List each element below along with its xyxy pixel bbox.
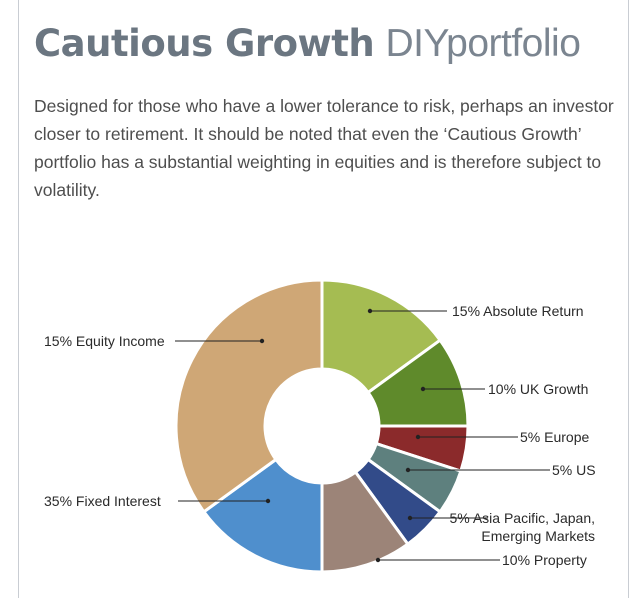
- category-label: US: [576, 462, 596, 478]
- description: Designed for those who have a lower tole…: [34, 96, 614, 200]
- data-label: 5% Europe: [520, 428, 589, 446]
- title-main: Cautious Growth: [34, 22, 375, 65]
- category-label: Fixed Interest: [75, 493, 161, 509]
- value-label: 5%: [449, 510, 470, 526]
- leader-dot: [265, 498, 271, 504]
- value-label: 5%: [520, 429, 541, 445]
- value-label: 10%: [502, 552, 531, 568]
- data-label: 5% Asia Pacific, Japan, Emerging Markets: [425, 509, 595, 545]
- leader-dot: [367, 308, 373, 314]
- data-label: 10% UK Growth: [488, 380, 588, 398]
- category-label: Equity Income: [75, 333, 165, 349]
- value-label: 5%: [552, 462, 573, 478]
- leader-dot: [375, 557, 381, 563]
- leader-dot: [405, 467, 411, 473]
- frame: [18, 0, 629, 598]
- data-label: 10% Property: [502, 551, 587, 569]
- data-label: 5% US: [552, 461, 596, 479]
- category-label: UK Growth: [519, 381, 589, 397]
- slice: [174, 278, 324, 514]
- category-label: Property: [533, 552, 587, 568]
- data-label: 15% Absolute Return: [452, 302, 584, 320]
- value-label: 15%: [44, 333, 73, 349]
- leader-dot: [420, 386, 426, 392]
- title-suffix: DIYportfolio: [385, 22, 581, 65]
- category-label: Europe: [544, 429, 590, 445]
- value-label: 10%: [488, 381, 517, 397]
- category-label: Absolute Return: [483, 303, 584, 319]
- value-label: 35%: [44, 493, 73, 509]
- category-label: Asia Pacific, Japan, Emerging Markets: [472, 510, 595, 544]
- slice: [201, 457, 324, 574]
- data-label: 15% Equity Income: [44, 332, 165, 350]
- leader-dot: [415, 434, 421, 440]
- data-label: 35% Fixed Interest: [44, 492, 161, 510]
- leader-dot: [259, 338, 265, 344]
- slice: [320, 278, 443, 395]
- leader-dot: [407, 515, 413, 521]
- title: Cautious Growth DIYportfolio: [34, 22, 581, 66]
- value-label: 15%: [452, 303, 481, 319]
